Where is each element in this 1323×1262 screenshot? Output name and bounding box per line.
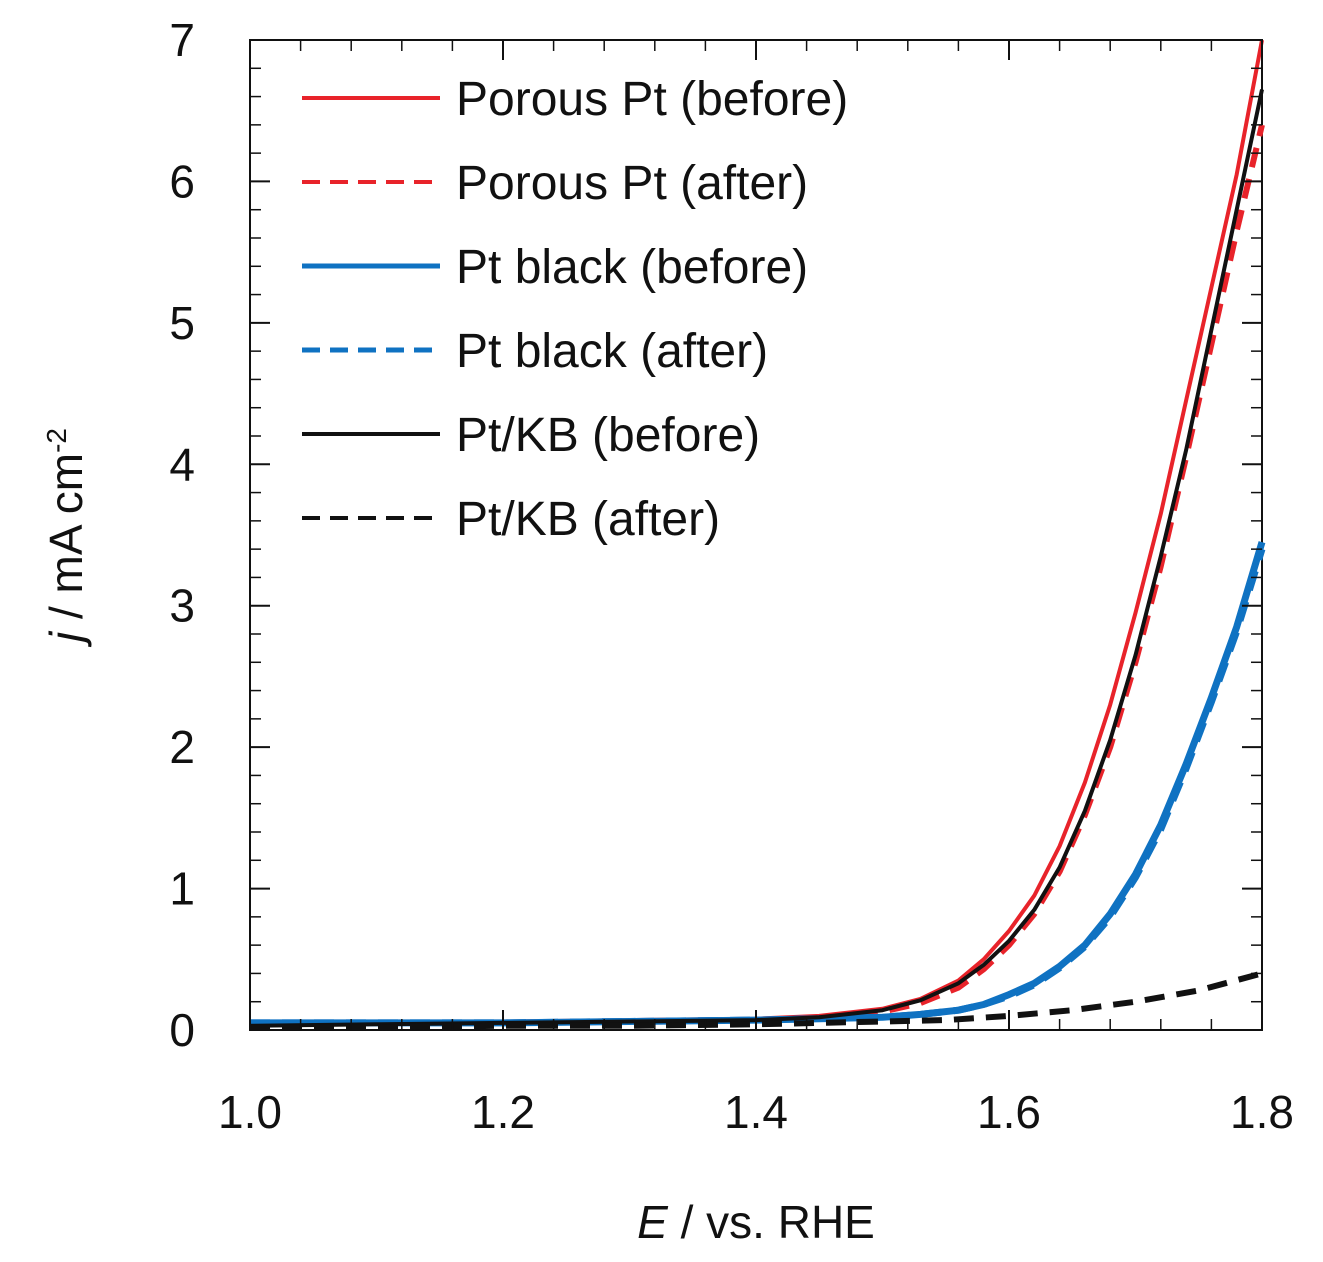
ticks-group: 0 1 2 3 4 5 6 7 1.0 1.2 1.4 1.6 1.8 <box>169 14 1294 1138</box>
y-tick-label: 7 <box>169 14 195 66</box>
x-tick-label: 1.0 <box>218 1086 282 1138</box>
legend: Porous Pt (before) Porous Pt (after) Pt bl… <box>302 73 848 546</box>
legend-label-1: Porous Pt (before) <box>456 73 848 126</box>
legend-label-4: Pt black (after) <box>456 325 768 378</box>
legend-label-5: Pt/KB (before) <box>456 409 760 462</box>
y-tick-label: 0 <box>169 1004 195 1056</box>
y-tick-label: 1 <box>169 863 195 915</box>
x-tick-label: 1.8 <box>1230 1086 1294 1138</box>
x-tick-label: 1.4 <box>724 1086 788 1138</box>
series-line-4 <box>250 548 1266 1027</box>
legend-label-6: Pt/KB (after) <box>456 493 720 546</box>
y-tick-label: 3 <box>169 580 195 632</box>
y-tick-label: 2 <box>169 721 195 773</box>
series-group <box>249 39 1266 1031</box>
y-tick-label: 4 <box>169 438 195 490</box>
x-axis-title: E / vs. RHE <box>637 1196 875 1248</box>
x-tick-label: 1.2 <box>471 1086 535 1138</box>
legend-label-3: Pt black (before) <box>456 241 808 294</box>
y-tick-label: 6 <box>169 155 195 207</box>
series-line-3 <box>250 541 1266 1027</box>
x-tick-label: 1.6 <box>977 1086 1041 1138</box>
y-axis-title: j / mA cm-2 <box>40 428 92 648</box>
series-line-5 <box>249 89 1264 1028</box>
y-tick-label: 5 <box>169 297 195 349</box>
legend-label-2: Porous Pt (after) <box>456 157 808 210</box>
